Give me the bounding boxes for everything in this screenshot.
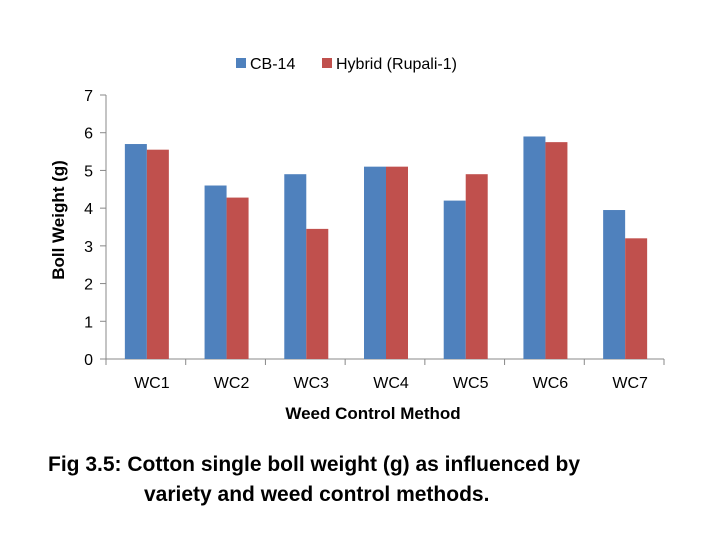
bar-hybrid-rupali-1-wc2 — [226, 197, 249, 359]
legend-label-1: Hybrid (Rupali-1) — [336, 56, 457, 73]
bar-hybrid-rupali-1-wc3 — [306, 228, 329, 359]
bar-cb-14-wc5 — [443, 200, 466, 359]
x-tick-label: WC6 — [533, 375, 569, 392]
x-tick-label: WC2 — [214, 375, 250, 392]
x-tick-label: WC3 — [294, 375, 330, 392]
x-tick-label: WC4 — [373, 375, 409, 392]
y-axis-title: Boll Weight (g) — [49, 160, 68, 280]
y-tick-label: 3 — [84, 239, 93, 256]
y-tick-label: 2 — [84, 277, 93, 294]
bar-hybrid-rupali-1-wc6 — [545, 142, 568, 359]
x-axis: WC1 WC2 WC3 WC4 WC5 WC6 WC7 — [105, 358, 665, 392]
bar-cb-14-wc2 — [204, 185, 227, 359]
x-axis-title: Weed Control Method — [285, 404, 460, 423]
bar-cb-14-wc1 — [124, 144, 147, 359]
y-tick-label: 4 — [84, 201, 93, 218]
x-tick-label: WC5 — [453, 375, 489, 392]
bar-hybrid-rupali-1-wc5 — [465, 174, 488, 359]
bar-cb-14-wc7 — [603, 210, 626, 359]
y-tick-label: 1 — [84, 314, 93, 331]
bar-cb-14-wc6 — [523, 136, 546, 359]
y-tick-label: 0 — [84, 352, 93, 369]
legend-label-0: CB-14 — [250, 56, 295, 73]
bar-hybrid-rupali-1-wc1 — [146, 149, 169, 359]
x-tick-label: WC7 — [612, 375, 648, 392]
legend-swatch-0 — [236, 58, 246, 68]
bar-cb-14-wc4 — [364, 166, 386, 359]
bars — [124, 136, 648, 359]
y-tick-label: 5 — [84, 163, 93, 180]
bar-cb-14-wc3 — [284, 174, 307, 359]
legend: CB-14 Hybrid (Rupali-1) — [236, 56, 457, 73]
y-axis: 0 1 2 3 4 5 6 7 — [84, 88, 107, 369]
y-tick-label: 7 — [84, 88, 93, 105]
y-tick-label: 6 — [84, 126, 93, 143]
x-tick-label: WC1 — [134, 375, 170, 392]
bar-hybrid-rupali-1-wc4 — [386, 166, 408, 359]
bar-hybrid-rupali-1-wc7 — [625, 238, 648, 359]
legend-swatch-1 — [322, 58, 332, 68]
caption-line-1: Fig 3.5: Cotton single boll weight (g) a… — [48, 453, 581, 476]
caption-line-2: variety and weed control methods. — [144, 483, 490, 506]
